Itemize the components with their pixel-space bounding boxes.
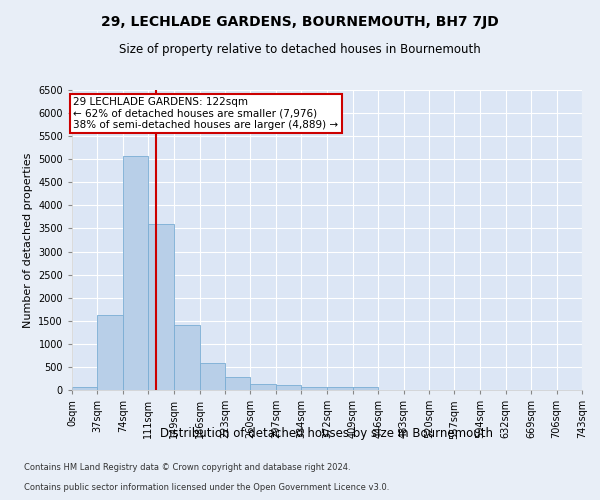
Bar xyxy=(72,387,97,390)
Text: 29 LECHLADE GARDENS: 122sqm
← 62% of detached houses are smaller (7,976)
38% of : 29 LECHLADE GARDENS: 122sqm ← 62% of det… xyxy=(73,97,338,130)
Bar xyxy=(353,387,378,390)
Y-axis label: Number of detached properties: Number of detached properties xyxy=(23,152,32,328)
Bar xyxy=(276,386,301,390)
Bar xyxy=(250,384,276,390)
Bar xyxy=(328,387,353,390)
Text: Distribution of detached houses by size in Bournemouth: Distribution of detached houses by size … xyxy=(161,428,493,440)
Text: Contains public sector information licensed under the Open Government Licence v3: Contains public sector information licen… xyxy=(24,484,389,492)
Bar xyxy=(301,387,328,390)
Text: 29, LECHLADE GARDENS, BOURNEMOUTH, BH7 7JD: 29, LECHLADE GARDENS, BOURNEMOUTH, BH7 7… xyxy=(101,15,499,29)
Bar xyxy=(148,224,174,390)
Bar xyxy=(123,156,148,390)
Text: Size of property relative to detached houses in Bournemouth: Size of property relative to detached ho… xyxy=(119,42,481,56)
Bar xyxy=(174,325,200,390)
Bar xyxy=(200,363,225,390)
Bar xyxy=(225,376,250,390)
Text: Contains HM Land Registry data © Crown copyright and database right 2024.: Contains HM Land Registry data © Crown c… xyxy=(24,464,350,472)
Bar xyxy=(97,315,123,390)
